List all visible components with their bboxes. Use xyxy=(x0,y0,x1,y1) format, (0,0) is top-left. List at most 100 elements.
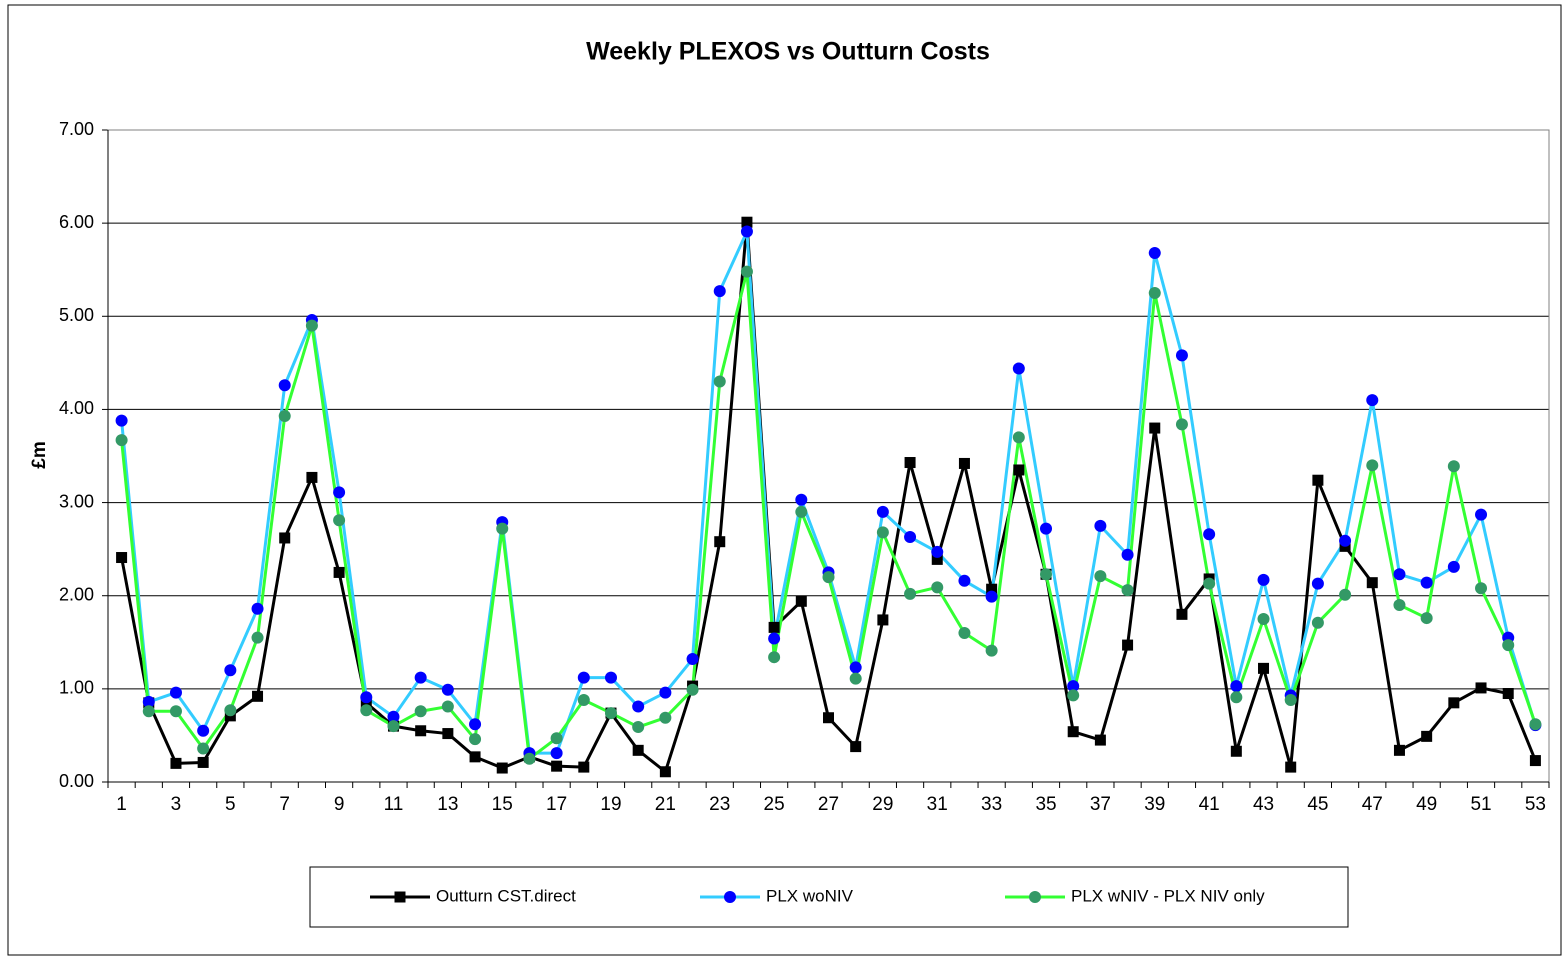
data-point xyxy=(414,671,427,684)
data-point xyxy=(1393,568,1406,581)
data-point xyxy=(252,690,264,702)
data-point xyxy=(686,653,699,666)
data-point xyxy=(1067,689,1080,702)
data-point xyxy=(768,632,781,645)
legend-label: PLX wNIV - PLX NIV only xyxy=(1071,886,1265,905)
data-point xyxy=(1176,608,1188,620)
data-point xyxy=(1257,573,1270,586)
legend xyxy=(309,866,1349,928)
data-point xyxy=(904,457,916,469)
y-axis-label: £m xyxy=(29,441,50,468)
data-point xyxy=(686,683,699,696)
data-point xyxy=(551,760,563,772)
data-point xyxy=(387,720,400,733)
data-point xyxy=(1094,519,1107,532)
y-tick-label: 4.00 xyxy=(59,398,94,418)
data-point xyxy=(713,375,726,388)
data-point xyxy=(469,733,482,746)
data-point xyxy=(1284,694,1297,707)
data-point xyxy=(904,587,917,600)
x-tick-label: 29 xyxy=(872,794,893,815)
data-point xyxy=(251,631,264,644)
data-point xyxy=(577,671,590,684)
data-point xyxy=(523,752,536,765)
y-tick-label: 2.00 xyxy=(59,584,94,604)
data-point xyxy=(496,522,509,535)
data-point xyxy=(197,742,210,755)
x-tick-label: 31 xyxy=(927,794,948,815)
data-point xyxy=(1339,534,1352,547)
data-point xyxy=(577,694,590,707)
data-point xyxy=(1420,576,1433,589)
data-point xyxy=(876,505,889,518)
legend-label: PLX woNIV xyxy=(766,886,854,905)
data-point xyxy=(550,747,563,760)
data-point xyxy=(1067,680,1080,693)
x-tick-label: 1 xyxy=(116,794,127,815)
data-point xyxy=(1175,418,1188,431)
x-tick-label: 51 xyxy=(1470,794,1491,815)
data-point xyxy=(931,545,944,558)
data-point xyxy=(958,626,971,639)
y-tick-label: 5.00 xyxy=(59,305,94,325)
data-point xyxy=(822,571,835,584)
data-point xyxy=(441,700,454,713)
data-point xyxy=(659,711,672,724)
data-point xyxy=(1230,745,1242,757)
x-tick-label: 23 xyxy=(709,794,730,815)
data-point xyxy=(659,766,671,778)
data-point xyxy=(632,700,645,713)
data-point xyxy=(360,691,373,704)
data-point xyxy=(1175,349,1188,362)
chart-frame xyxy=(7,4,1562,956)
data-point xyxy=(469,718,482,731)
legend-swatch-marker xyxy=(394,891,406,903)
data-point xyxy=(632,721,645,734)
data-point xyxy=(197,724,210,737)
data-point xyxy=(224,664,237,677)
x-tick-label: 35 xyxy=(1035,794,1056,815)
data-point xyxy=(1040,522,1053,535)
x-tick-label: 27 xyxy=(818,794,839,815)
data-point xyxy=(279,532,291,544)
data-point xyxy=(1040,568,1053,581)
data-point xyxy=(1447,460,1460,473)
data-point xyxy=(1122,639,1134,651)
data-point xyxy=(115,414,128,427)
data-point xyxy=(795,595,807,607)
data-point xyxy=(142,705,155,718)
data-point xyxy=(1421,730,1433,742)
data-point xyxy=(578,761,590,773)
x-tick-label: 9 xyxy=(334,794,345,815)
data-point xyxy=(1448,697,1460,709)
data-point xyxy=(659,686,672,699)
data-point xyxy=(1502,639,1515,652)
legend-swatch-marker xyxy=(1029,891,1041,903)
data-point xyxy=(414,705,427,718)
data-point xyxy=(469,751,481,763)
data-point xyxy=(1094,570,1107,583)
data-point xyxy=(632,744,644,756)
data-point xyxy=(795,505,808,518)
data-point xyxy=(142,695,155,708)
data-point xyxy=(197,756,209,768)
data-point xyxy=(1230,680,1243,693)
data-point xyxy=(713,285,726,298)
data-point xyxy=(741,216,753,228)
data-point xyxy=(740,265,753,278)
data-point xyxy=(1203,528,1216,541)
x-tick-label: 43 xyxy=(1253,794,1274,815)
data-point xyxy=(986,583,998,595)
data-point xyxy=(958,574,971,587)
data-point xyxy=(849,672,862,685)
data-point xyxy=(1366,394,1379,407)
data-point xyxy=(850,741,862,753)
x-tick-label: 25 xyxy=(764,794,785,815)
x-tick-label: 33 xyxy=(981,794,1002,815)
data-point xyxy=(1013,464,1025,476)
data-point xyxy=(442,728,454,740)
data-point xyxy=(768,621,780,633)
data-point xyxy=(1529,718,1542,731)
chart-title: Weekly PLEXOS vs Outturn Costs xyxy=(586,38,990,66)
data-point xyxy=(1529,755,1541,767)
